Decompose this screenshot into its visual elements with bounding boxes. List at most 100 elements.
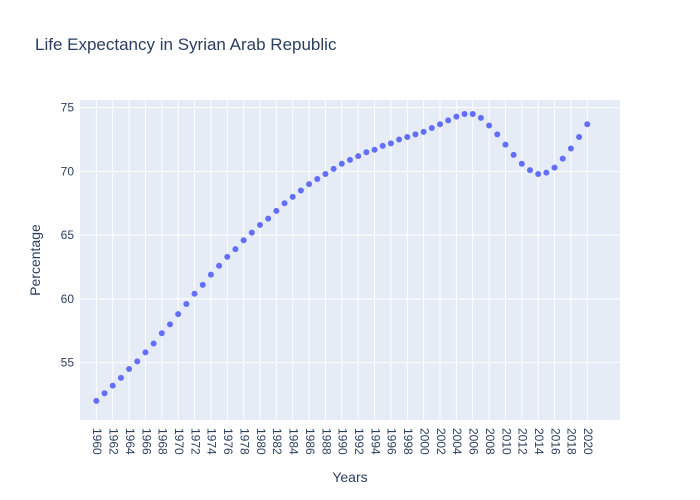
data-point: [510, 151, 517, 158]
data-point: [396, 136, 403, 143]
data-point: [175, 311, 182, 318]
data-point: [567, 145, 574, 152]
data-point: [232, 246, 239, 253]
data-point: [379, 142, 386, 149]
data-point: [469, 111, 476, 118]
x-tick-label: 2002: [434, 428, 448, 455]
data-point: [338, 160, 345, 167]
data-point: [183, 300, 190, 307]
data-point: [412, 131, 419, 138]
data-point: [486, 122, 493, 129]
x-tick-labels: 1960 1962 1964 1966 1968 1970 1972 1974 1976 1978…: [90, 428, 595, 455]
data-point: [265, 215, 272, 222]
data-point: [158, 330, 165, 337]
x-tick-label: 2004: [450, 428, 464, 455]
data-point: [551, 164, 558, 171]
data-point: [347, 156, 353, 163]
x-tick-label: 1980: [254, 428, 268, 455]
x-tick-label: 2012: [516, 428, 530, 455]
data-point: [101, 390, 108, 397]
y-tick-label: 65: [61, 228, 75, 242]
x-tick-label: 1964: [123, 428, 137, 455]
data-point: [494, 131, 501, 138]
y-axis-label: Percentage: [27, 224, 43, 296]
data-point: [150, 340, 157, 347]
data-point: [248, 229, 255, 236]
data-point: [109, 382, 116, 389]
data-point: [207, 271, 214, 278]
x-tick-label: 1962: [107, 428, 121, 455]
x-tick-label: 2000: [417, 428, 431, 455]
y-tick-label: 75: [61, 101, 75, 115]
x-tick-label: 1998: [401, 428, 415, 455]
data-point: [576, 133, 583, 140]
data-point: [420, 128, 427, 135]
data-point: [289, 193, 296, 200]
data-point: [437, 121, 443, 128]
y-tick-labels: 55 60 65 70 75: [61, 101, 75, 370]
data-point: [502, 141, 509, 148]
chart-title: Life Expectancy in Syrian Arab Republic: [35, 35, 337, 54]
data-point: [355, 153, 362, 160]
data-point: [322, 170, 329, 177]
x-tick-label: 2008: [483, 428, 497, 455]
x-tick-label: 2010: [499, 428, 513, 455]
data-point: [527, 167, 533, 174]
data-point: [281, 200, 288, 207]
data-point: [199, 281, 206, 288]
data-point: [453, 113, 460, 120]
x-tick-label: 1970: [172, 428, 186, 455]
data-point: [216, 262, 223, 269]
data-point: [371, 146, 378, 153]
x-tick-label: 1994: [368, 428, 382, 455]
y-tick-label: 55: [61, 356, 75, 370]
data-point: [126, 366, 133, 373]
x-tick-label: 2006: [467, 428, 481, 455]
data-point: [314, 176, 321, 183]
x-tick-label: 1974: [205, 428, 219, 455]
data-point: [306, 181, 313, 188]
data-point: [117, 374, 124, 381]
data-point: [404, 133, 411, 140]
x-tick-label: 1990: [336, 428, 350, 455]
x-tick-label: 2016: [548, 428, 562, 455]
y-tick-label: 70: [61, 164, 75, 178]
x-tick-label: 2020: [581, 428, 595, 455]
x-axis-label: Years: [332, 469, 367, 485]
data-point: [167, 321, 173, 328]
x-tick-label: 1976: [221, 428, 235, 455]
data-point: [330, 165, 337, 172]
data-point: [363, 149, 370, 156]
x-tick-label: 1984: [287, 428, 301, 455]
data-point: [477, 114, 484, 121]
y-tick-label: 60: [61, 292, 75, 306]
x-tick-label: 2014: [532, 428, 546, 455]
data-point: [445, 117, 452, 124]
x-tick-label: 1986: [303, 428, 317, 455]
data-point: [535, 170, 542, 177]
x-tick-label: 1968: [156, 428, 170, 455]
x-tick-label: 1978: [237, 428, 251, 455]
data-point: [224, 253, 231, 260]
data-point: [257, 221, 263, 228]
data-point: [240, 237, 247, 244]
data-point: [584, 121, 591, 128]
data-point: [297, 187, 304, 194]
data-point: [191, 290, 198, 297]
data-points: [93, 111, 591, 404]
grid: [80, 100, 620, 420]
data-point: [387, 140, 394, 147]
x-tick-label: 1966: [139, 428, 153, 455]
x-tick-label: 1996: [385, 428, 399, 455]
data-point: [543, 169, 550, 176]
x-tick-label: 1960: [90, 428, 104, 455]
data-point: [134, 358, 141, 365]
x-tick-label: 1992: [352, 428, 366, 455]
data-point: [428, 125, 435, 132]
plot-area: [80, 100, 620, 420]
data-point: [273, 207, 280, 214]
x-tick-label: 1982: [270, 428, 284, 455]
x-tick-label: 1988: [319, 428, 333, 455]
x-tick-label: 1972: [188, 428, 202, 455]
